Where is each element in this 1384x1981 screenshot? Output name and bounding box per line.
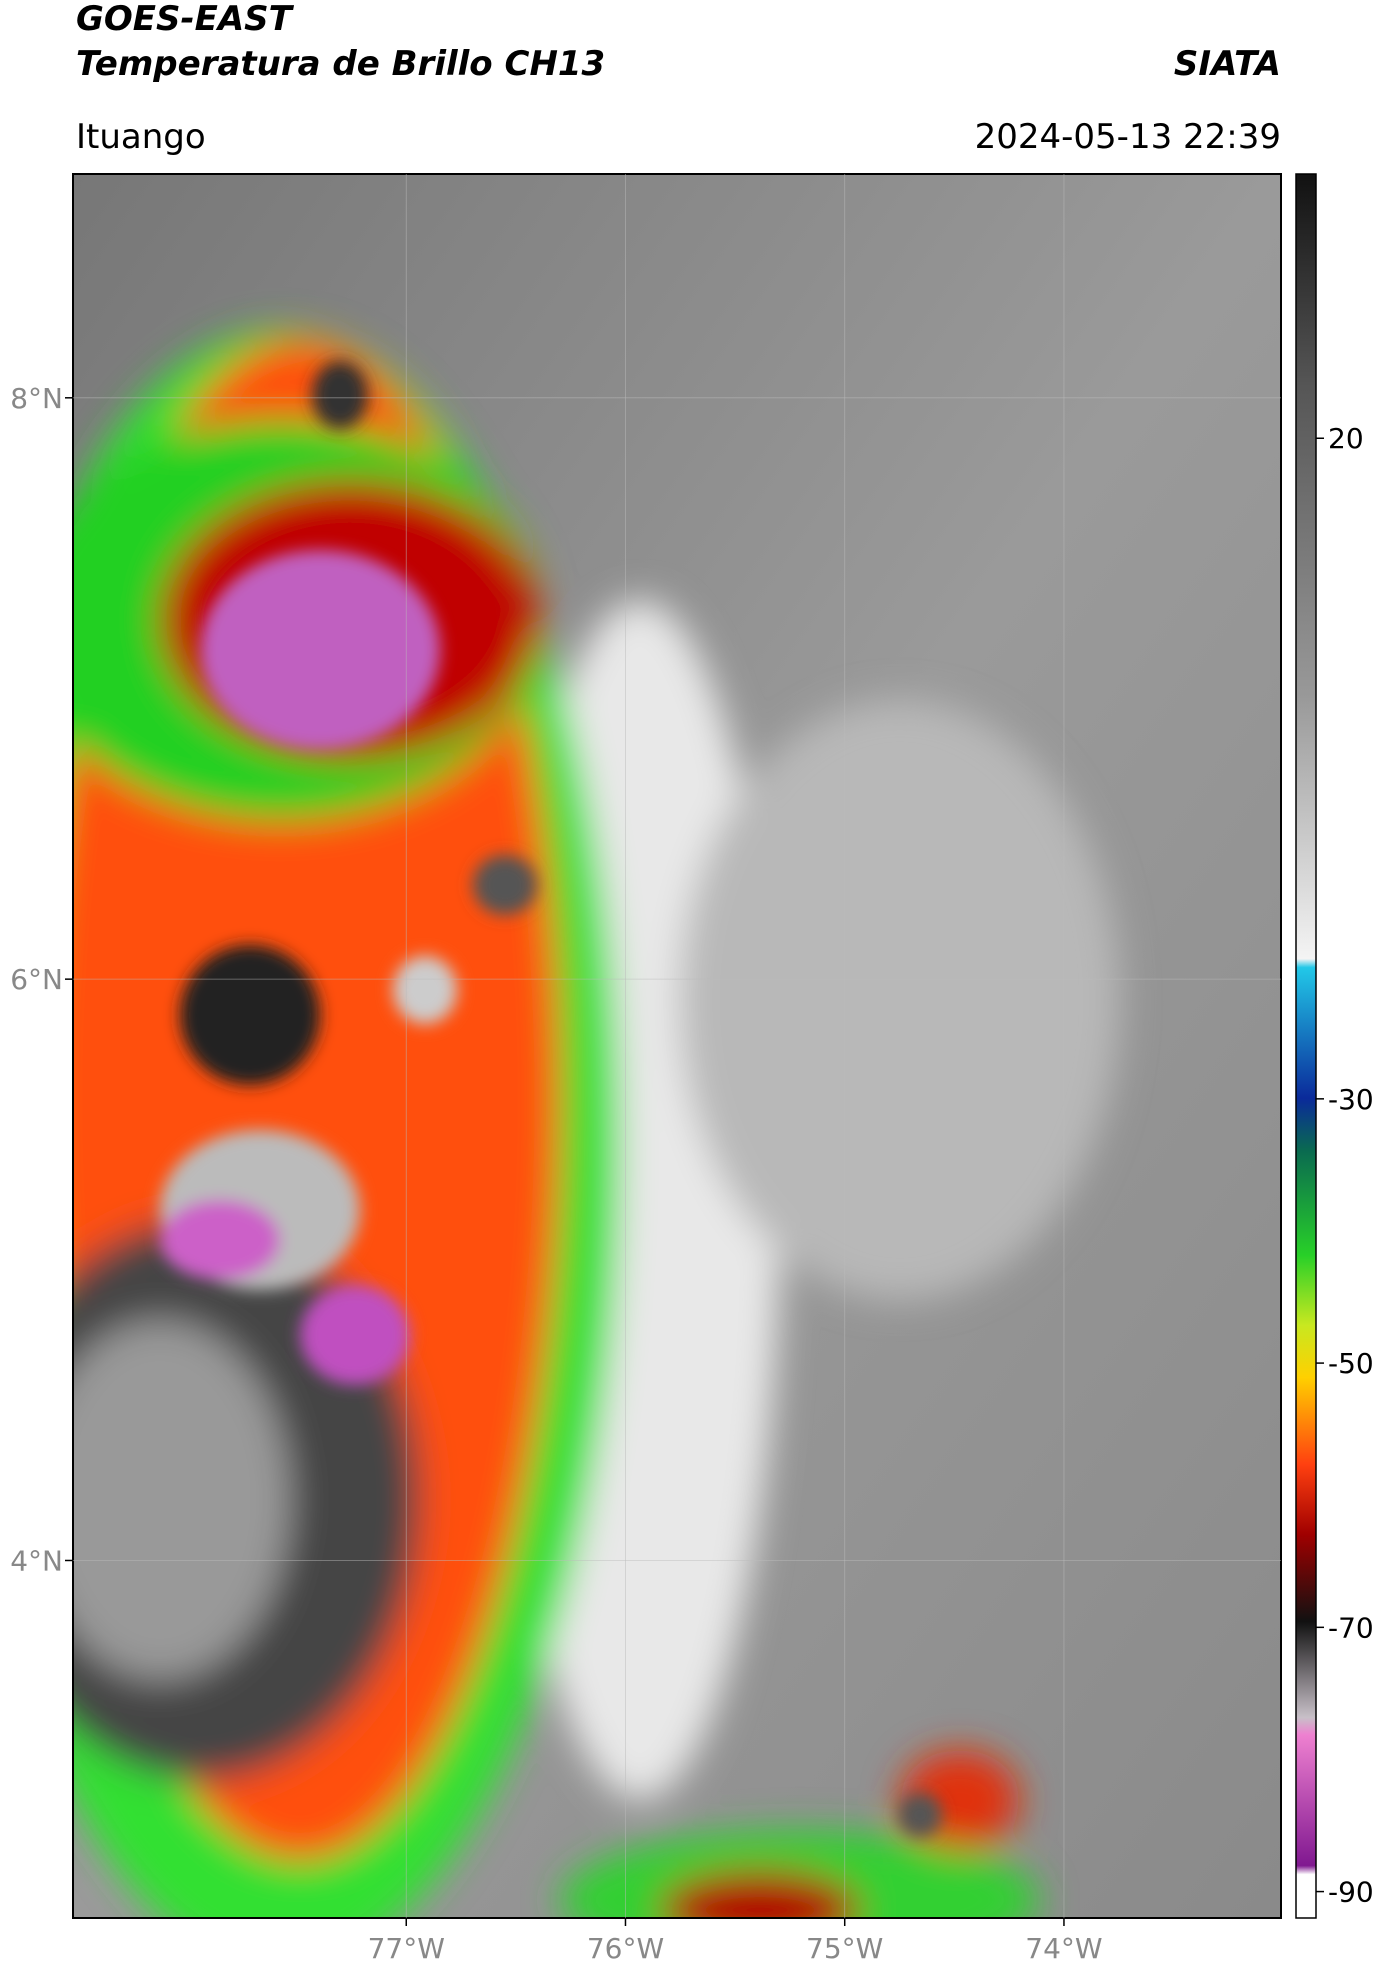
colorbar-tick-label: -30 <box>1328 1083 1374 1116</box>
subtitle: Temperatura de Brillo CH13 <box>76 44 605 84</box>
satellite-image <box>73 174 1281 1918</box>
colorbar-tick-label: 20 <box>1328 422 1364 455</box>
lon-tick-label: 75°W <box>806 1932 883 1965</box>
colorbar-tick-label: -70 <box>1328 1611 1374 1644</box>
source: SIATA <box>1174 44 1281 84</box>
lat-tick-label: 8°N <box>10 382 63 415</box>
colorbar-tick-label: -50 <box>1328 1347 1374 1380</box>
lat-tick-label: 6°N <box>10 963 63 996</box>
title: GOES-EAST <box>76 0 295 39</box>
map-frame <box>72 173 1282 1919</box>
lon-tick-label: 77°W <box>368 1932 445 1965</box>
lat-tick-label: 4°N <box>10 1544 63 1577</box>
datetime: 2024-05-13 22:39 <box>975 117 1281 157</box>
colorbar-tick-label: -90 <box>1328 1876 1374 1909</box>
location: Ituango <box>76 117 206 157</box>
colorbar <box>1295 173 1317 1919</box>
lon-tick-label: 76°W <box>587 1932 664 1965</box>
lon-tick-label: 74°W <box>1025 1932 1102 1965</box>
